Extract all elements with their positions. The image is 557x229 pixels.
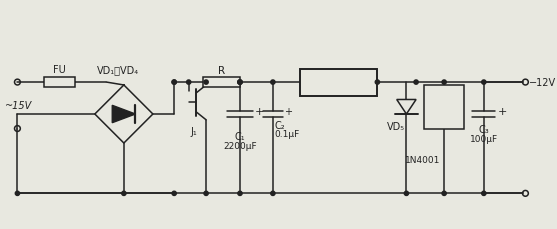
Text: 0.1μF: 0.1μF: [275, 129, 300, 138]
Circle shape: [271, 81, 275, 85]
Text: VD₁～VD₄: VD₁～VD₄: [97, 65, 139, 75]
Circle shape: [15, 191, 19, 196]
Text: FU: FU: [53, 65, 66, 75]
Circle shape: [238, 81, 242, 85]
Text: VD₅: VD₅: [387, 121, 404, 131]
Text: J₁: J₁: [190, 126, 197, 136]
Circle shape: [482, 191, 486, 196]
Bar: [424, 86, 465, 129]
Circle shape: [404, 191, 408, 196]
Circle shape: [204, 81, 208, 85]
Bar: [43, 78, 76, 87]
Circle shape: [442, 81, 446, 85]
Text: 1N4001: 1N4001: [404, 155, 440, 164]
Text: +: +: [497, 107, 507, 117]
Circle shape: [482, 81, 486, 85]
Circle shape: [204, 191, 208, 196]
Circle shape: [238, 81, 242, 85]
Text: +: +: [285, 107, 292, 117]
Circle shape: [442, 191, 446, 196]
Circle shape: [414, 81, 418, 85]
Circle shape: [172, 191, 177, 196]
Text: J: J: [442, 101, 446, 114]
Circle shape: [172, 81, 177, 85]
Text: C₁: C₁: [234, 132, 245, 142]
Text: C₃: C₃: [478, 124, 489, 134]
Polygon shape: [113, 106, 135, 123]
Circle shape: [271, 191, 275, 196]
Bar: [203, 78, 240, 87]
Text: R: R: [218, 66, 225, 76]
Bar: [300, 69, 378, 96]
Circle shape: [238, 191, 242, 196]
Text: 2200μF: 2200μF: [223, 142, 257, 151]
Circle shape: [238, 81, 242, 85]
Text: +: +: [255, 107, 264, 117]
Text: 100μF: 100μF: [470, 134, 498, 143]
Circle shape: [172, 81, 177, 85]
Text: C₂: C₂: [275, 120, 285, 130]
Text: ~15V: ~15V: [5, 101, 32, 111]
Circle shape: [187, 81, 191, 85]
Text: −12V: −12V: [529, 78, 556, 88]
Circle shape: [375, 81, 379, 85]
Text: 7812: 7812: [323, 76, 355, 89]
Circle shape: [122, 191, 126, 196]
